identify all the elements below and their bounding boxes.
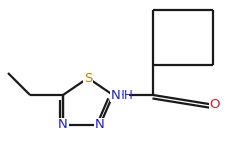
Text: H: H bbox=[116, 89, 124, 102]
Text: N: N bbox=[111, 89, 121, 102]
Text: S: S bbox=[84, 71, 92, 85]
Text: N: N bbox=[95, 119, 105, 131]
Text: H: H bbox=[124, 89, 133, 102]
Text: O: O bbox=[210, 99, 220, 112]
Text: N: N bbox=[58, 119, 68, 131]
